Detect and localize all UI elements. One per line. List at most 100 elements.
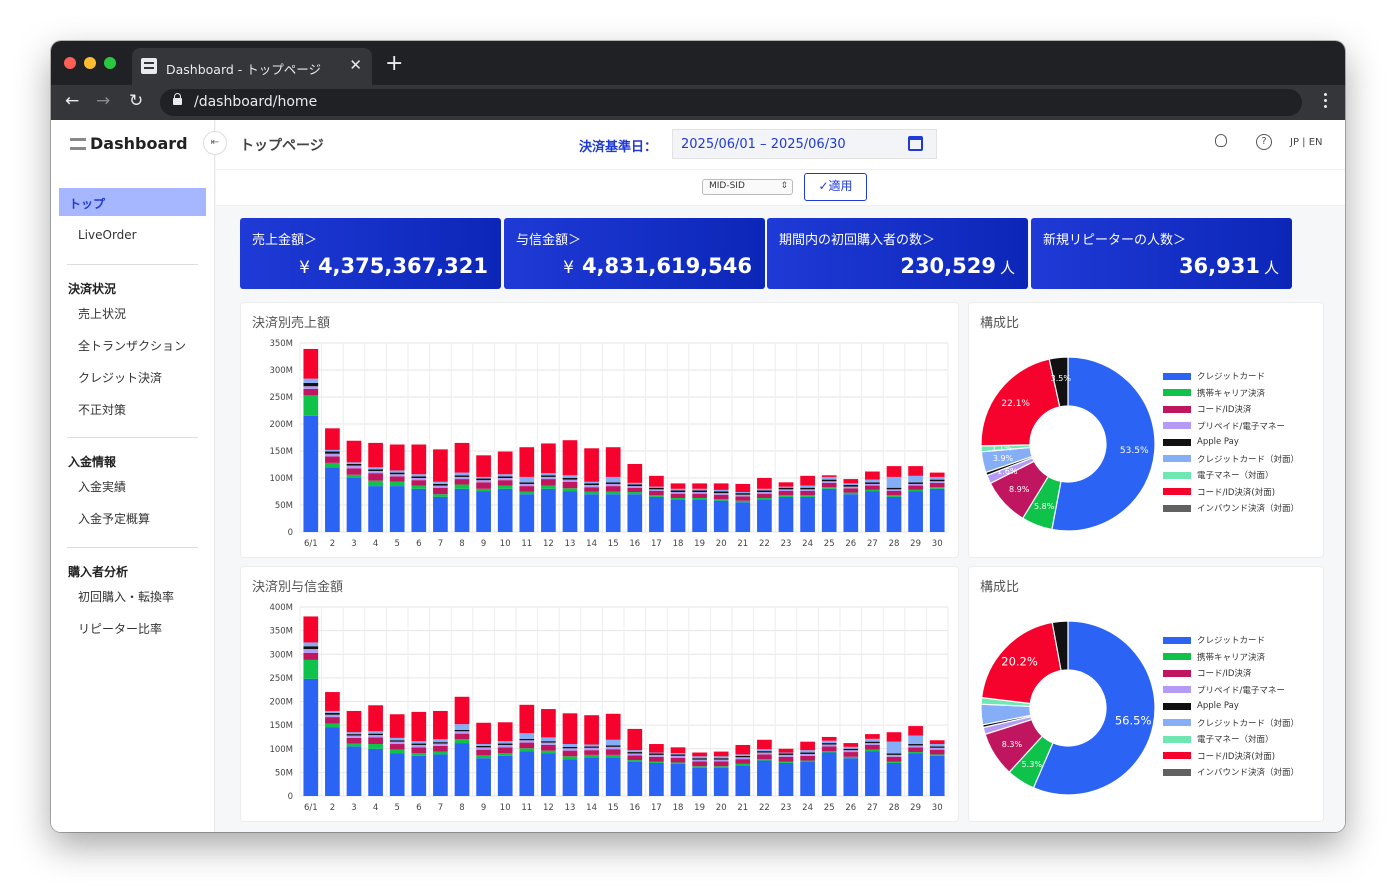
bar-segment[interactable] — [627, 755, 643, 761]
bar-segment[interactable] — [757, 749, 772, 752]
bar-segment[interactable] — [843, 750, 859, 753]
bar-segment[interactable] — [519, 740, 535, 743]
bar-segment[interactable] — [497, 451, 513, 475]
bar-segment[interactable] — [886, 495, 902, 497]
bar-segment[interactable] — [389, 470, 405, 473]
bar-segment[interactable] — [886, 732, 902, 742]
bar-segment[interactable] — [541, 744, 556, 751]
sidebar-item-top[interactable]: トップ — [59, 188, 206, 216]
bar-segment[interactable] — [433, 710, 448, 740]
bar-segment[interactable] — [519, 483, 535, 487]
bar-segment[interactable] — [886, 761, 902, 763]
bar-segment[interactable] — [821, 481, 837, 483]
bar-segment[interactable] — [411, 747, 427, 754]
bar-segment[interactable] — [627, 753, 643, 756]
help-icon[interactable]: ? — [1256, 134, 1272, 150]
bar-segment[interactable] — [454, 484, 470, 489]
bar-segment[interactable] — [778, 490, 794, 496]
bar-segment[interactable] — [605, 486, 621, 492]
bar-segment[interactable] — [735, 493, 751, 495]
bar-segment[interactable] — [562, 478, 578, 480]
bar-segment[interactable] — [325, 710, 340, 713]
bar-segment[interactable] — [649, 496, 664, 532]
bar-segment[interactable] — [605, 447, 621, 477]
bar-segment[interactable] — [649, 752, 664, 754]
bar-segment[interactable] — [454, 731, 470, 734]
bar-segment[interactable] — [670, 753, 686, 755]
bar-segment[interactable] — [562, 481, 578, 489]
bar-segment[interactable] — [497, 747, 513, 754]
bar-segment[interactable] — [713, 756, 729, 759]
date-range-picker[interactable]: 2025/06/01 – 2025/06/30 — [672, 129, 937, 159]
apply-button[interactable]: ✓適用 — [804, 173, 867, 201]
bar-segment[interactable] — [346, 710, 362, 733]
bar-segment[interactable] — [929, 747, 945, 750]
bar-segment[interactable] — [713, 767, 729, 796]
bar-segment[interactable] — [692, 497, 707, 500]
bar-segment[interactable] — [865, 489, 880, 492]
bar-segment[interactable] — [454, 475, 470, 477]
bar-segment[interactable] — [346, 735, 362, 738]
collapse-sidebar-icon[interactable]: ⇤ — [203, 131, 227, 155]
bar-segment[interactable] — [713, 483, 729, 490]
bar-segment[interactable] — [757, 497, 772, 500]
bar-segment[interactable] — [519, 491, 535, 495]
bar-segment[interactable] — [757, 478, 772, 489]
bar-segment[interactable] — [821, 487, 837, 489]
bar-segment[interactable] — [692, 490, 707, 493]
bar-segment[interactable] — [692, 483, 707, 489]
bar-segment[interactable] — [389, 753, 405, 796]
bar-segment[interactable] — [670, 499, 686, 532]
bar-segment[interactable] — [303, 386, 319, 389]
bar-segment[interactable] — [325, 462, 340, 468]
pie-slice[interactable] — [1051, 356, 1156, 532]
bar-segment[interactable] — [368, 744, 383, 749]
bar-segment[interactable] — [497, 743, 513, 745]
sidebar-item-deposit-forecast[interactable]: 入金予定概算 — [78, 512, 151, 526]
bar-segment[interactable] — [713, 500, 729, 532]
bar-segment[interactable] — [649, 489, 664, 491]
bar-segment[interactable] — [757, 490, 772, 493]
bar-segment[interactable] — [692, 758, 707, 760]
bar-segment[interactable] — [778, 756, 794, 762]
bar-segment[interactable] — [584, 487, 599, 492]
bar-segment[interactable] — [692, 761, 707, 767]
bar-segment[interactable] — [843, 752, 859, 757]
bar-segment[interactable] — [541, 475, 556, 477]
legend-item[interactable]: クレジットカード — [1163, 632, 1299, 649]
bar-segment[interactable] — [476, 476, 491, 479]
bar-segment[interactable] — [778, 487, 794, 490]
bar-segment[interactable] — [389, 740, 405, 742]
bar-segment[interactable] — [843, 743, 859, 747]
bar-segment[interactable] — [843, 488, 859, 493]
bar-segment[interactable] — [605, 754, 621, 758]
bar-segment[interactable] — [843, 758, 859, 796]
bar-segment[interactable] — [929, 476, 945, 480]
bar-segment[interactable] — [757, 488, 772, 491]
bar-segment[interactable] — [865, 744, 880, 750]
bar-segment[interactable] — [346, 463, 362, 466]
bar-segment[interactable] — [389, 472, 405, 475]
bar-segment[interactable] — [692, 499, 707, 532]
bar-segment[interactable] — [476, 755, 491, 759]
bar-segment[interactable] — [821, 740, 837, 744]
bar-segment[interactable] — [303, 678, 319, 796]
bar-segment[interactable] — [735, 754, 751, 756]
legend-item[interactable]: プリペイド/電子マネー — [1163, 682, 1299, 699]
bar-segment[interactable] — [411, 480, 427, 486]
bar-segment[interactable] — [389, 737, 405, 741]
bar-segment[interactable] — [519, 494, 535, 532]
address-url[interactable]: /dashboard/home — [194, 94, 318, 110]
bar-segment[interactable] — [476, 722, 491, 745]
bar-segment[interactable] — [821, 476, 837, 480]
bar-segment[interactable] — [886, 741, 902, 754]
bar-segment[interactable] — [670, 757, 686, 763]
bar-segment[interactable] — [303, 378, 319, 383]
bar-segment[interactable] — [908, 744, 923, 746]
bar-segment[interactable] — [497, 741, 513, 744]
bar-segment[interactable] — [605, 749, 621, 755]
bar-segment[interactable] — [562, 713, 578, 745]
bar-segment[interactable] — [713, 489, 729, 492]
bar-segment[interactable] — [562, 488, 578, 492]
bar-segment[interactable] — [325, 723, 340, 728]
